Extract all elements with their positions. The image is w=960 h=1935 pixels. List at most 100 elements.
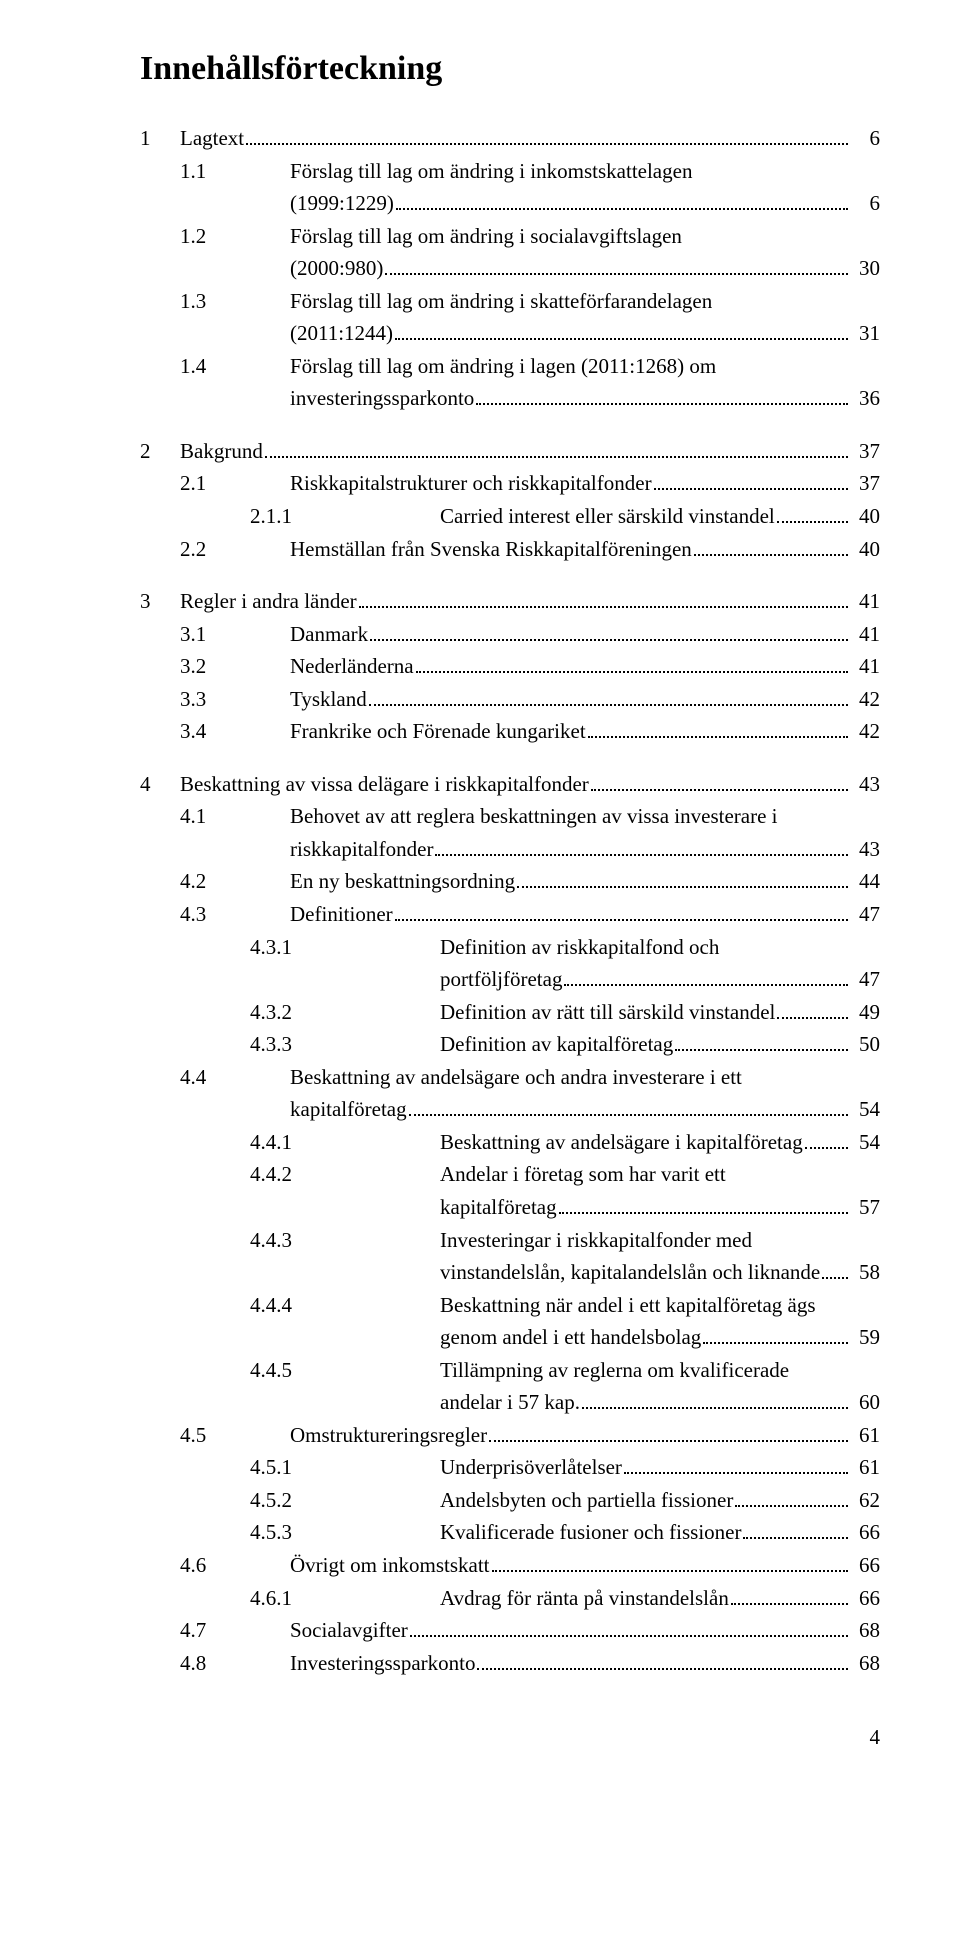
toc-entry-label: Kvalificerade fusioner och fissioner — [440, 1516, 741, 1549]
toc-entry-number: 4.5.1 — [140, 1451, 440, 1484]
toc-entry-label: Beskattning av andelsägare i kapitalföre… — [440, 1126, 803, 1159]
toc-entry-page: 37 — [850, 467, 880, 500]
toc-leader — [735, 1486, 848, 1507]
toc-entry-number: 4.5 — [140, 1419, 290, 1452]
toc-entry-label: Hemställan från Svenska Riskkapitalfören… — [290, 533, 692, 566]
toc-entry-number: 4.4.2 — [140, 1158, 440, 1191]
toc-entry: 1.4Förslag till lag om ändring i lagen (… — [140, 350, 880, 383]
toc-entry-page: 44 — [850, 865, 880, 898]
toc-entry-number: 2 — [140, 435, 180, 468]
toc-leader — [435, 835, 848, 856]
toc-leader — [246, 124, 848, 145]
toc-entry-page: 49 — [850, 996, 880, 1029]
toc-entry-page: 54 — [850, 1093, 880, 1126]
toc-entry-page: 47 — [850, 898, 880, 931]
toc-entry-label: Socialavgifter — [290, 1614, 408, 1647]
toc-entry-label: Förslag till lag om ändring i lagen (201… — [290, 350, 716, 383]
toc-body: 1Lagtext61.1Förslag till lag om ändring … — [140, 122, 880, 1679]
toc-leader — [492, 1551, 849, 1572]
toc-entry-label: Beskattning av andelsägare och andra inv… — [290, 1061, 742, 1094]
toc-leader — [805, 1128, 848, 1149]
toc-leader — [777, 998, 848, 1019]
toc-entry-number: 4.4.4 — [140, 1289, 440, 1322]
toc-leader — [777, 502, 848, 523]
toc-entry-page: 40 — [850, 533, 880, 566]
toc-entry-label: Danmark — [290, 618, 368, 651]
toc-entry: 4Beskattning av vissa delägare i riskkap… — [140, 768, 880, 801]
toc-entry-label: En ny beskattningsordning — [290, 865, 515, 898]
toc-leader — [489, 1421, 848, 1442]
toc-entry-label-cont: portföljföretag — [440, 963, 562, 996]
toc-entry-number: 2.2 — [140, 533, 290, 566]
toc-entry-page: 66 — [850, 1516, 880, 1549]
toc-leader — [694, 535, 848, 556]
toc-entry-number: 3.3 — [140, 683, 290, 716]
toc-entry-page: 6 — [850, 122, 880, 155]
toc-entry-continuation: 4.4.5andelar i 57 kap. 60 — [140, 1386, 880, 1419]
toc-entry: 2.1.1Carried interest eller särskild vin… — [140, 500, 880, 533]
toc-entry-page: 66 — [850, 1549, 880, 1582]
toc-entry: 4.4.4Beskattning när andel i ett kapital… — [140, 1289, 880, 1322]
toc-entry-number: 4 — [140, 768, 180, 801]
toc-entry: 4.8Investeringssparkonto68 — [140, 1647, 880, 1680]
toc-entry: 1.3Förslag till lag om ändring i skattef… — [140, 285, 880, 318]
toc-leader — [624, 1453, 848, 1474]
toc-leader — [409, 1095, 848, 1116]
toc-entry-continuation: 4.4.2kapitalföretag57 — [140, 1191, 880, 1224]
toc-entry-label: Definition av rätt till särskild vinstan… — [440, 996, 775, 1029]
toc-entry-label: Andelsbyten och partiella fissioner — [440, 1484, 733, 1517]
toc-entry-number: 4.3.3 — [140, 1028, 440, 1061]
toc-leader — [477, 1649, 848, 1670]
toc-entry-page: 42 — [850, 715, 880, 748]
toc-entry: 4.1Behovet av att reglera beskattningen … — [140, 800, 880, 833]
toc-leader — [559, 1193, 848, 1214]
toc-entry-label: Definition av kapitalföretag — [440, 1028, 673, 1061]
toc-entry-page: 62 — [850, 1484, 880, 1517]
toc-leader — [564, 965, 848, 986]
toc-entry: 4.3.2Definition av rätt till särskild vi… — [140, 996, 880, 1029]
toc-entry: 4.5Omstruktureringsregler61 — [140, 1419, 880, 1452]
toc-entry-label: Bakgrund — [180, 435, 263, 468]
toc-entry: 4.5.3Kvalificerade fusioner och fissione… — [140, 1516, 880, 1549]
toc-entry-label: Riskkapitalstrukturer och riskkapitalfon… — [290, 467, 652, 500]
toc-entry: 4.5.2Andelsbyten och partiella fissioner… — [140, 1484, 880, 1517]
toc-leader — [582, 1388, 848, 1409]
toc-entry-label: Andelar i företag som har varit ett — [440, 1158, 726, 1191]
toc-entry-number: 4.1 — [140, 800, 290, 833]
toc-entry-label-cont: andelar i 57 kap. — [440, 1386, 580, 1419]
toc-entry-page: 40 — [850, 500, 880, 533]
toc-entry: 4.4.2Andelar i företag som har varit ett — [140, 1158, 880, 1191]
toc-entry-label: Avdrag för ränta på vinstandelslån — [440, 1582, 729, 1615]
toc-entry-number: 4.8 — [140, 1647, 290, 1680]
toc-entry-label: Förslag till lag om ändring i socialavgi… — [290, 220, 682, 253]
toc-entry: 3.3Tyskland42 — [140, 683, 880, 716]
toc-entry-label-cont: investeringssparkonto — [290, 382, 474, 415]
toc-entry-number: 1 — [140, 122, 180, 155]
toc-entry-page: 36 — [850, 382, 880, 415]
toc-entry-number: 1.3 — [140, 285, 290, 318]
toc-entry: 4.3.1Definition av riskkapitalfond och — [140, 931, 880, 964]
toc-entry-page: 57 — [850, 1191, 880, 1224]
toc-entry: 4.4.5Tillämpning av reglerna om kvalific… — [140, 1354, 880, 1387]
toc-leader — [359, 587, 848, 608]
toc-leader — [731, 1584, 848, 1605]
toc-entry-number: 4.4.3 — [140, 1224, 440, 1257]
toc-leader — [410, 1616, 848, 1637]
toc-entry: 4.3.3Definition av kapitalföretag50 — [140, 1028, 880, 1061]
toc-leader — [517, 868, 848, 889]
toc-entry-label: Förslag till lag om ändring i skatteförf… — [290, 285, 712, 318]
toc-leader — [370, 620, 848, 641]
toc-entry-page: 68 — [850, 1647, 880, 1680]
toc-entry-number: 4.5.2 — [140, 1484, 440, 1517]
toc-leader — [588, 717, 848, 738]
toc-entry-label: Investeringar i riskkapitalfonder med — [440, 1224, 752, 1257]
toc-leader — [395, 319, 848, 340]
toc-entry-number: 2.1 — [140, 467, 290, 500]
toc-entry-label-cont: (1999:1229) — [290, 187, 394, 220]
toc-entry-page: 66 — [850, 1582, 880, 1615]
toc-entry-number: 1.4 — [140, 350, 290, 383]
toc-entry-label: Övrigt om inkomstskatt — [290, 1549, 490, 1582]
toc-leader — [369, 685, 848, 706]
toc-entry-number: 4.3 — [140, 898, 290, 931]
toc-entry-page: 41 — [850, 618, 880, 651]
